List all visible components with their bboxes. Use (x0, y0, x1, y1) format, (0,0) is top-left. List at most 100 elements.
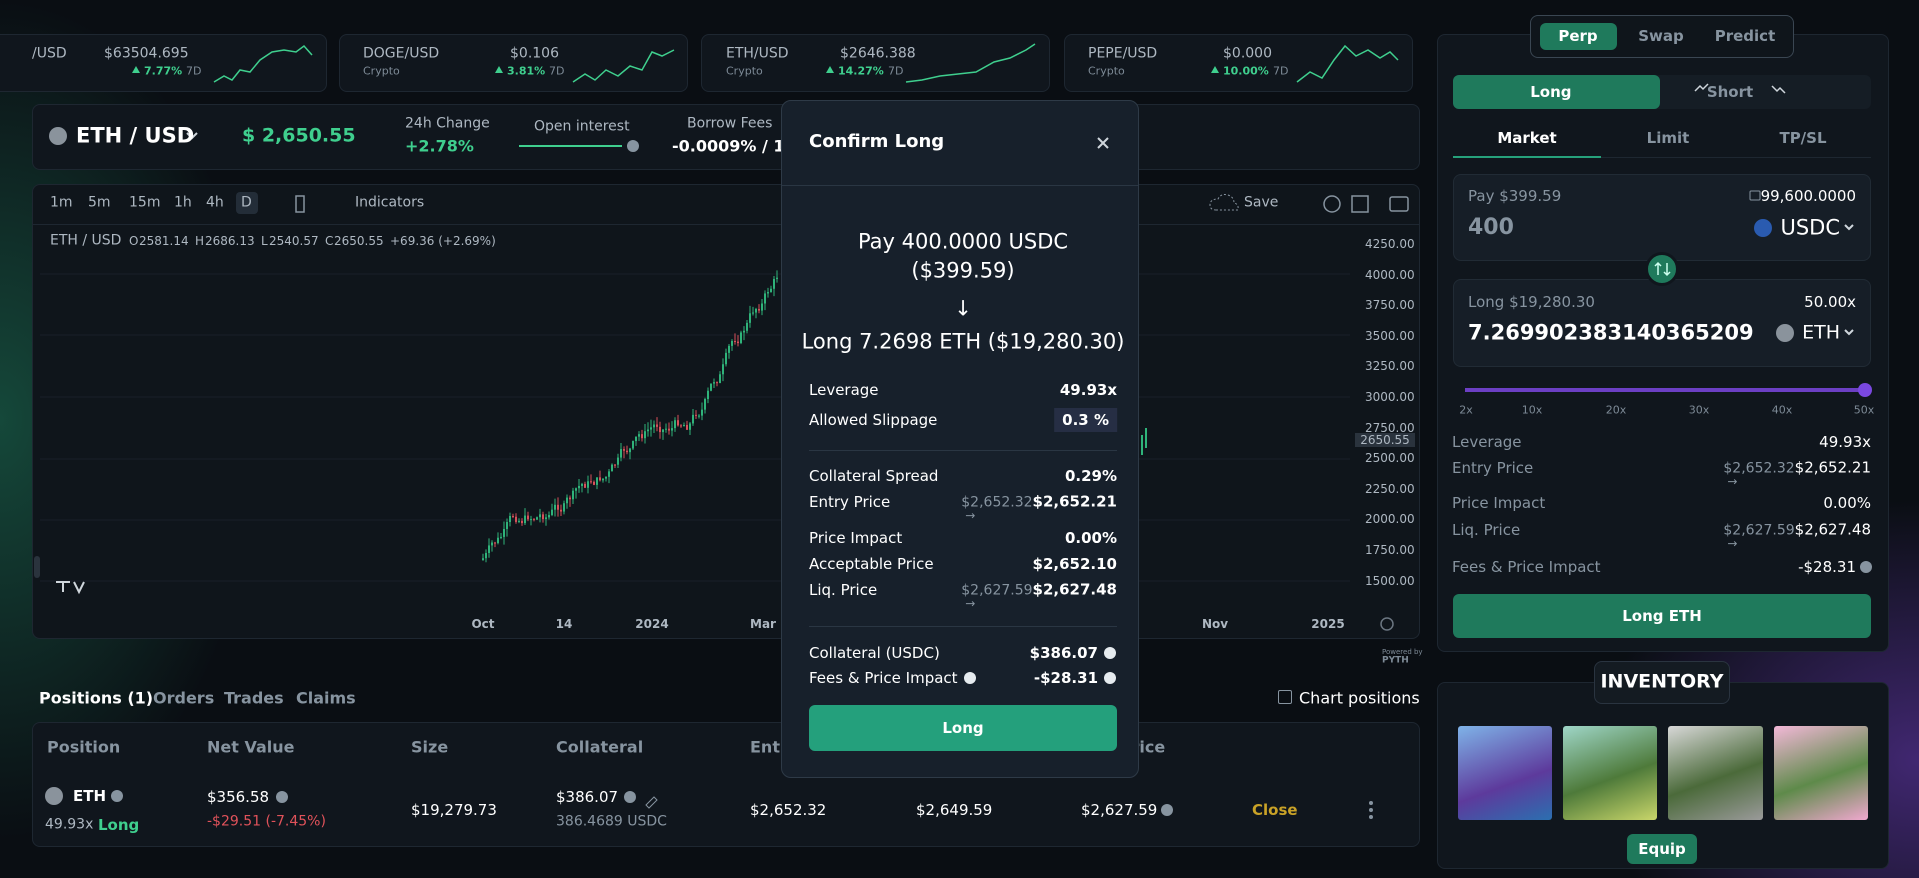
menu-icon[interactable] (1369, 801, 1373, 819)
side-active[interactable] (1453, 75, 1660, 109)
row-label: Acceptable Price (809, 555, 934, 573)
chart-positions-toggle[interactable]: Chart positions (1299, 688, 1420, 708)
leverage-thumb[interactable] (1858, 383, 1872, 397)
ticker-period: 7D (1273, 64, 1289, 78)
receive-input[interactable] (1453, 279, 1871, 367)
mode-tab[interactable]: Predict (1714, 27, 1776, 45)
interval-button[interactable]: 1m (50, 194, 73, 211)
candle (611, 464, 613, 472)
positions-tab[interactable]: Trades (224, 688, 284, 708)
ticker-card[interactable] (701, 34, 1050, 92)
column-header: Net Value (207, 737, 295, 757)
pay-input[interactable] (1453, 174, 1871, 261)
interval-button[interactable]: 5m (88, 194, 111, 211)
positions-tab[interactable]: Positions (1) (39, 688, 154, 708)
chart-panel (32, 184, 1420, 639)
row-label: Fees & Price Impact (809, 669, 958, 687)
chart-type-icon[interactable] (295, 195, 305, 213)
wallet-icon (1749, 190, 1761, 201)
arrow: → (965, 508, 976, 523)
ticker-pair: ETH/USD (726, 45, 789, 62)
candle (518, 520, 520, 522)
ohlc-delta: +69.36 (+2.69%) (390, 233, 496, 248)
candle (683, 424, 685, 427)
camera-icon[interactable] (1389, 196, 1409, 212)
positions-tab[interactable]: Claims (296, 688, 356, 708)
sparkline (572, 49, 675, 83)
info-icon (1860, 561, 1872, 573)
nft-image[interactable] (1774, 726, 1868, 820)
long-eth-button[interactable] (1453, 594, 1871, 638)
interval-active[interactable] (236, 192, 258, 214)
receive-token[interactable]: ETH (1802, 321, 1840, 344)
indicators-button[interactable]: Indicators (355, 194, 425, 211)
candle (548, 515, 550, 518)
candle (491, 542, 493, 546)
equip-label[interactable]: Equip (1638, 840, 1686, 858)
interval-button[interactable]: 4h (206, 194, 224, 211)
position-side: Long (98, 816, 140, 834)
row-value: $386.07 (1029, 644, 1098, 662)
candle (698, 415, 700, 417)
oi-bar (519, 145, 622, 147)
candle (560, 509, 562, 512)
candle (545, 517, 547, 520)
edit-icon[interactable] (645, 796, 658, 809)
nft-image[interactable] (1458, 726, 1552, 820)
info-label: Price Impact (1452, 494, 1546, 512)
interval-button[interactable]: D (241, 194, 252, 211)
row-label: Liq. Price (809, 581, 878, 599)
positions-tab[interactable]: Orders (153, 688, 215, 708)
market-pair[interactable]: ETH / USD (76, 123, 195, 148)
order-tabs-line (1453, 157, 1871, 158)
pay-amount: 400 (1468, 214, 1514, 240)
long-eth-label[interactable]: Long ETH (1622, 607, 1702, 625)
mode-tab[interactable]: Swap (1638, 27, 1684, 45)
column-header: Size (411, 737, 449, 757)
mode-tab[interactable]: Perp (1558, 27, 1598, 45)
swap-button[interactable] (1645, 252, 1679, 286)
side-tab[interactable]: Short (1706, 83, 1754, 101)
interval-button[interactable]: 1h (174, 194, 192, 211)
candle (764, 293, 766, 304)
close-button[interactable] (1096, 136, 1110, 150)
equip-button[interactable] (1627, 834, 1697, 864)
side-tab[interactable]: Long (1530, 83, 1572, 101)
fullscreen-icon[interactable] (1351, 195, 1369, 213)
gear-icon[interactable] (1323, 195, 1341, 213)
close-button[interactable]: Close (1252, 801, 1298, 819)
pay-token[interactable]: USDC (1780, 215, 1840, 240)
order-type-tab[interactable]: TP/SL (1779, 129, 1827, 147)
ticker-card[interactable] (0, 34, 327, 92)
candle (494, 542, 496, 544)
from-value: $2,627.59 → (1723, 522, 1795, 551)
row-value: 0.3 % (1054, 408, 1117, 432)
price-axis-label: 2250.00 (1365, 481, 1415, 496)
checkbox[interactable] (1278, 690, 1292, 704)
candle (716, 382, 718, 384)
row-label: Leverage (809, 381, 879, 399)
ticker-card[interactable] (339, 34, 688, 92)
confirm-button[interactable] (809, 705, 1117, 751)
arrow: → (1727, 474, 1738, 489)
cloud-icon (1209, 194, 1239, 211)
interval-button[interactable]: 15m (129, 194, 161, 211)
row-value: $2,652.10 (1032, 555, 1117, 573)
row-label: Entry Price (809, 493, 891, 511)
candle (596, 477, 598, 485)
price-change: $2,652.32 → $2,652.21 (961, 493, 1117, 523)
order-type-tab[interactable]: Limit (1646, 129, 1690, 147)
candle (773, 278, 775, 289)
mode-active[interactable] (1540, 23, 1617, 50)
nft-image[interactable] (1563, 726, 1657, 820)
order-type-tab[interactable]: Market (1497, 129, 1557, 147)
nft-image[interactable] (1668, 726, 1763, 820)
info-label: Fees & Price Impact (1452, 558, 1601, 576)
ohlc-value: 2686.13 (205, 233, 255, 248)
save-button[interactable]: Save (1244, 194, 1279, 211)
ticker-card[interactable] (1064, 34, 1413, 92)
candle (776, 277, 778, 279)
candle (767, 292, 769, 294)
last-price-tag (1355, 433, 1415, 447)
inventory-title: INVENTORY (1600, 670, 1724, 693)
